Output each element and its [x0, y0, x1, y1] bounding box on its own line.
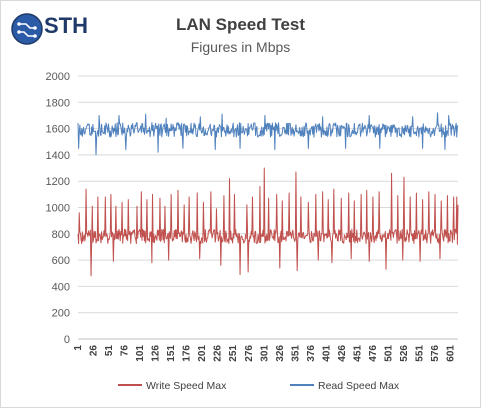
series-line-write: [77, 167, 459, 277]
x-tick-label: 226: [213, 345, 224, 362]
x-axis: 1 26 51 76 101 126 151 176 201 226 251 276 301 326 351…: [73, 338, 458, 362]
y-tick-label: 800: [52, 229, 70, 241]
x-tick-label: 276: [244, 345, 255, 362]
series-group: [77, 112, 459, 277]
x-tick-label: 551: [415, 345, 426, 362]
x-tick-label: 351: [290, 345, 301, 362]
x-tick-label: 476: [368, 345, 379, 362]
x-tick-label: 451: [352, 345, 363, 362]
x-tick-label: 501: [383, 345, 394, 362]
x-tick-label: 201: [197, 345, 208, 362]
x-tick-label: 526: [399, 345, 410, 362]
x-tick-label: 301: [259, 345, 270, 362]
series-line-read: [77, 112, 459, 156]
x-tick-label: 126: [151, 345, 162, 362]
x-tick-label: 51: [104, 345, 115, 357]
y-tick-label: 1200: [46, 176, 70, 188]
y-tick-label: 1800: [46, 97, 70, 109]
x-tick-label: 326: [275, 345, 286, 362]
brand-logo: [10, 12, 90, 52]
y-tick-label: 1000: [46, 203, 70, 215]
legend-swatch-read: [290, 384, 314, 387]
y-tick-label: 200: [52, 308, 70, 320]
y-tick-label: 2000: [46, 71, 70, 83]
legend-swatch-write: [118, 384, 142, 387]
gridlines: [78, 75, 458, 314]
legend-item-read: Read Speed Max: [290, 380, 399, 394]
y-axis: 0 200 400 600 800 1000 1200 1400 1600 1800 2000: [46, 71, 70, 346]
x-tick-label: 101: [135, 345, 146, 362]
y-tick-label: 600: [52, 255, 70, 267]
x-tick-label: 251: [228, 345, 239, 362]
y-tick-label: 1600: [46, 124, 70, 136]
legend-label-write: Write Speed Max: [146, 380, 227, 392]
x-tick-label: 576: [430, 345, 441, 362]
y-tick-label: 0: [64, 334, 70, 346]
x-tick-label: 376: [306, 345, 317, 362]
y-tick-label: 400: [52, 281, 70, 293]
x-tick-label: 76: [120, 345, 131, 357]
legend-item-write: Write Speed Max: [118, 380, 226, 394]
chart-subtitle: Figures in Mbps: [190, 39, 291, 55]
y-tick-label: 1400: [46, 150, 70, 162]
x-tick-label: 151: [166, 345, 177, 362]
x-tick-label: 176: [182, 345, 193, 362]
x-tick-label: 401: [321, 345, 332, 362]
brand-name: STH: [44, 13, 88, 38]
x-tick-label: 601: [446, 345, 457, 362]
brand-logo-icon: [11, 13, 43, 45]
x-tick-label: 26: [89, 345, 100, 357]
legend-label-read: Read Speed Max: [318, 380, 400, 392]
x-tick-label: 1: [73, 345, 84, 351]
x-tick-label: 426: [337, 345, 348, 362]
chart-title: LAN Speed Test: [175, 15, 306, 34]
